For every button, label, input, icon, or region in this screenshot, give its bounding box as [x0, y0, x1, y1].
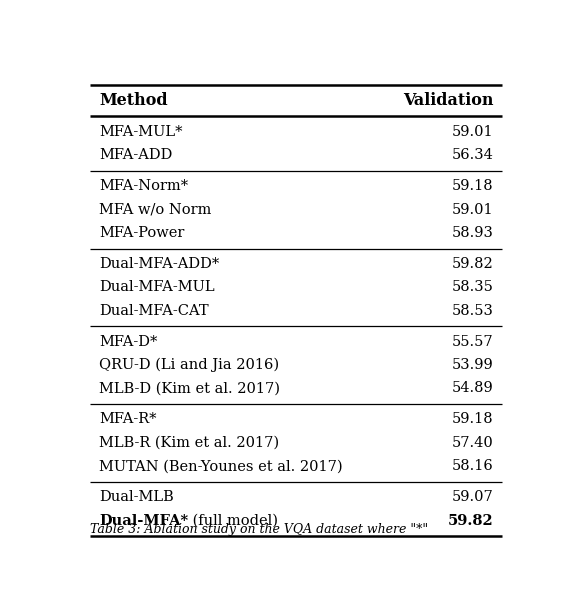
Text: QRU-D (Li and Jia 2016): QRU-D (Li and Jia 2016) [99, 358, 279, 372]
Text: 58.53: 58.53 [451, 304, 494, 318]
Text: 59.01: 59.01 [451, 202, 494, 216]
Text: 55.57: 55.57 [451, 334, 494, 348]
Text: 56.34: 56.34 [451, 148, 494, 162]
Text: MUTAN (Ben-Younes et al. 2017): MUTAN (Ben-Younes et al. 2017) [99, 459, 343, 473]
Text: 59.01: 59.01 [451, 125, 494, 139]
Text: Method: Method [99, 92, 168, 109]
Text: 58.35: 58.35 [451, 280, 494, 294]
Text: MFA-Power: MFA-Power [99, 226, 184, 240]
Text: MLB-D (Kim et al. 2017): MLB-D (Kim et al. 2017) [99, 381, 280, 395]
Text: 59.82: 59.82 [451, 257, 494, 271]
Text: Dual-MFA*: Dual-MFA* [99, 514, 188, 528]
Text: 58.93: 58.93 [451, 226, 494, 240]
Text: MFA-MUL*: MFA-MUL* [99, 125, 183, 139]
Text: Dual-MFA-MUL: Dual-MFA-MUL [99, 280, 215, 294]
Text: Table 3: Ablation study on the VQA dataset where "*": Table 3: Ablation study on the VQA datas… [90, 523, 428, 536]
Text: Dual-MFA-CAT: Dual-MFA-CAT [99, 304, 209, 318]
Text: MFA-ADD: MFA-ADD [99, 148, 172, 162]
Text: 59.18: 59.18 [451, 412, 494, 426]
Text: 59.07: 59.07 [451, 490, 494, 504]
Text: Validation: Validation [403, 92, 494, 109]
Text: MFA w/o Norm: MFA w/o Norm [99, 202, 212, 216]
Text: MFA-R*: MFA-R* [99, 412, 157, 426]
Text: 58.16: 58.16 [451, 459, 494, 473]
Text: 53.99: 53.99 [451, 358, 494, 372]
Text: 59.18: 59.18 [451, 179, 494, 193]
Text: MLB-R (Kim et al. 2017): MLB-R (Kim et al. 2017) [99, 436, 279, 450]
Text: Dual-MLB: Dual-MLB [99, 490, 174, 504]
Text: MFA-D*: MFA-D* [99, 334, 157, 348]
Text: 54.89: 54.89 [451, 381, 494, 395]
Text: (full model): (full model) [188, 514, 278, 528]
Text: 59.82: 59.82 [447, 514, 494, 528]
Text: 57.40: 57.40 [451, 436, 494, 450]
Text: Dual-MFA-ADD*: Dual-MFA-ADD* [99, 257, 220, 271]
Text: MFA-Norm*: MFA-Norm* [99, 179, 188, 193]
